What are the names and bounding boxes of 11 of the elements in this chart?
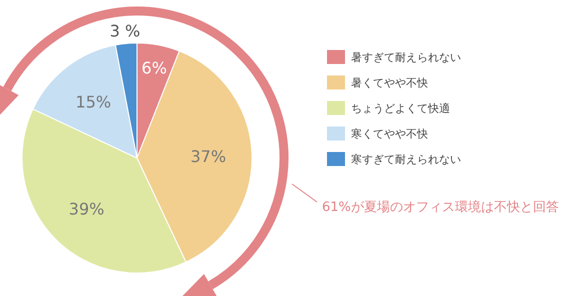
text: 61%が夏場のオフィス環境は不快と回答: [322, 199, 559, 215]
legend-label: 寒すぎて耐えられない: [351, 153, 461, 166]
data-label: 39%: [68, 199, 104, 218]
data-label: 15%: [76, 92, 112, 112]
legend-label: 暑すぎて耐えられない: [351, 51, 461, 64]
legend-label: ちょうどよくて快適: [351, 102, 450, 115]
data-label: 3 %: [110, 22, 140, 41]
data-label: 37%: [190, 146, 226, 166]
data-label: 6%: [142, 58, 167, 78]
legend-label: 寒くてやや不快: [351, 128, 428, 140]
legend-label: 暑くてやや不快: [351, 76, 428, 90]
